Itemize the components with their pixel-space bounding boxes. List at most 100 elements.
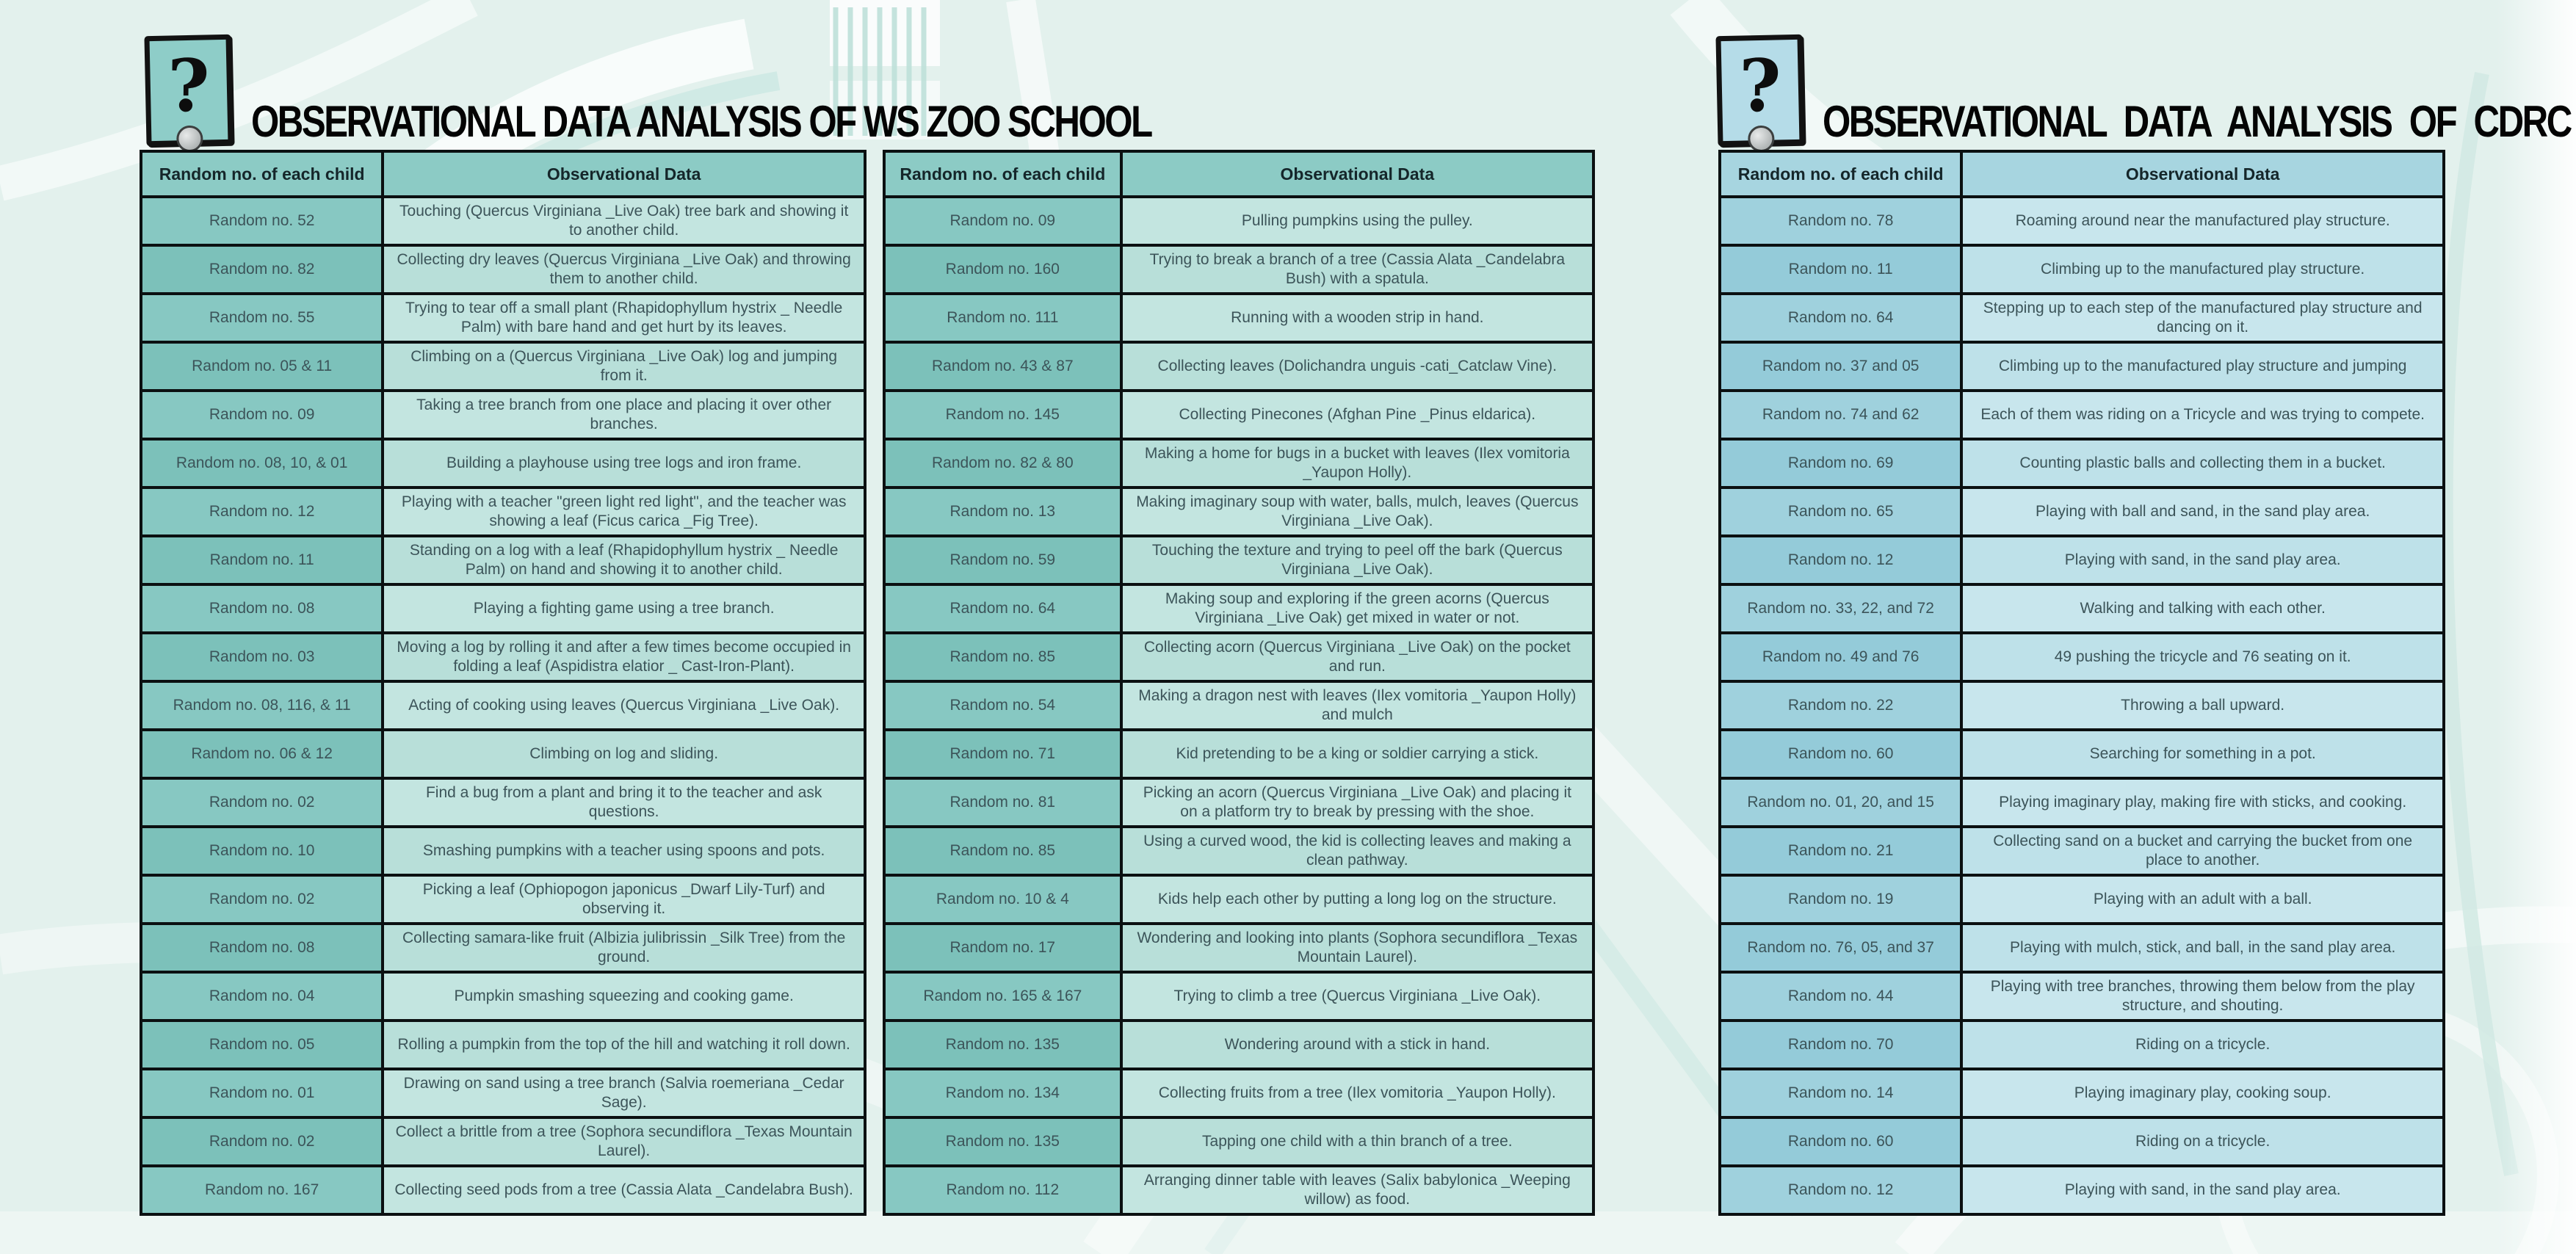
random-no-header: Random no. of each child [883, 150, 1123, 198]
observation-cell: Trying to climb a tree (Quercus Virginia… [1119, 971, 1596, 1022]
observation-cell: Stepping up to each step of the manufact… [1960, 292, 2445, 344]
observation-cell: Kids help each other by putting a long l… [1119, 874, 1596, 925]
random-no-cell: Random no. 76, 05, and 37 [1718, 922, 1964, 974]
table-row: Random no. 78 Roaming around near the man… [1718, 195, 2445, 247]
random-no-cell: Random no. 04 [139, 971, 385, 1022]
random-no-cell: Random no. 02 [139, 874, 385, 925]
observation-cell: Find a bug from a plant and bring it to … [381, 777, 866, 828]
random-no-cell: Random no. 01 [139, 1068, 385, 1119]
observation-cell: Collecting fruits from a tree (Ilex vomi… [1119, 1068, 1596, 1119]
question-mark-icon: ? [1715, 34, 1805, 153]
random-no-cell: Random no. 11 [1718, 244, 1964, 295]
table-row: Random no. 02 Collect a brittle from a tr… [139, 1116, 866, 1167]
observation-cell: Playing with a teacher "green light red … [381, 486, 866, 537]
random-no-cell: Random no. 135 [883, 1116, 1123, 1167]
table-row: Random no. 06 & 12 Climbing on log and sl… [139, 728, 866, 780]
random-no-cell: Random no. 160 [883, 244, 1123, 295]
observation-cell: Touching (Quercus Virginiana _Live Oak) … [381, 195, 866, 247]
table-row: Random no. 69 Counting plastic balls and … [1718, 438, 2445, 489]
random-no-cell: Random no. 10 [139, 825, 385, 877]
random-no-cell: Random no. 11 [139, 534, 385, 586]
table-header-row: Random no. of each child Observational Da… [139, 150, 866, 198]
random-no-cell: Random no. 64 [1718, 292, 1964, 344]
table-row: Random no. 111 Running with a wooden stri… [883, 292, 1596, 344]
table-row: Random no. 52 Touching (Quercus Virginian… [139, 195, 866, 247]
table-row: Random no. 12 Playing with sand, in the s… [1718, 1164, 2445, 1216]
table-row: Random no. 60 Riding on a tricycle. [1718, 1116, 2445, 1167]
observation-cell: Roaming around near the manufactured pla… [1960, 195, 2445, 247]
random-no-cell: Random no. 19 [1718, 874, 1964, 925]
table-row: Random no. 135 Wondering around with a st… [883, 1019, 1596, 1070]
question-mark-icon: ? [144, 34, 234, 153]
random-no-cell: Random no. 21 [1718, 825, 1964, 877]
observation-cell: Picking an acorn (Quercus Virginiana _Li… [1119, 777, 1596, 828]
table-row: Random no. 85 Using a curved wood, the ki… [883, 825, 1596, 877]
observation-cell: Pulling pumpkins using the pulley. [1119, 195, 1596, 247]
random-no-cell: Random no. 10 & 4 [883, 874, 1123, 925]
observation-cell: Collecting seed pods from a tree (Cassia… [381, 1164, 866, 1216]
random-no-cell: Random no. 167 [139, 1164, 385, 1216]
table-row: Random no. 70 Riding on a tricycle. [1718, 1019, 2445, 1070]
observation-cell: Collecting dry leaves (Quercus Virginian… [381, 244, 866, 295]
table-row: Random no. 10 Smashing pumpkins with a te… [139, 825, 866, 877]
random-no-cell: Random no. 13 [883, 486, 1123, 537]
table-header-row: Random no. of each child Observational Da… [1718, 150, 2445, 198]
table-row: Random no. 145 Collecting Pinecones (Afgh… [883, 389, 1596, 441]
pin-icon [176, 125, 203, 153]
random-no-cell: Random no. 08, 10, & 01 [139, 438, 385, 489]
observation-cell: Collecting leaves (Dolichandra unguis -c… [1119, 341, 1596, 392]
random-no-cell: Random no. 22 [1718, 680, 1964, 731]
random-no-cell: Random no. 09 [139, 389, 385, 441]
pin-icon [1748, 125, 1775, 153]
random-no-cell: Random no. 82 & 80 [883, 438, 1123, 489]
observation-cell: Pumpkin smashing squeezing and cooking g… [381, 971, 866, 1022]
observation-cell: Trying to tear off a small plant (Rhapid… [381, 292, 866, 344]
random-no-cell: Random no. 134 [883, 1068, 1123, 1119]
random-no-cell: Random no. 81 [883, 777, 1123, 828]
random-no-cell: Random no. 111 [883, 292, 1123, 344]
table-row: Random no. 08, 116, & 11 Acting of cookin… [139, 680, 866, 731]
table-row: Random no. 05 Rolling a pumpkin from the … [139, 1019, 866, 1070]
random-no-cell: Random no. 49 and 76 [1718, 631, 1964, 683]
observation-cell: Collecting sand on a bucket and carrying… [1960, 825, 2445, 877]
random-no-cell: Random no. 64 [883, 583, 1123, 634]
observation-cell: Climbing up to the manufactured play str… [1960, 244, 2445, 295]
table-row: Random no. 71 Kid pretending to be a king… [883, 728, 1596, 780]
random-no-cell: Random no. 52 [139, 195, 385, 247]
observational-data-header: Observational Data [381, 150, 866, 198]
table-row: Random no. 165 & 167 Trying to climb a tr… [883, 971, 1596, 1022]
table-row: Random no. 54 Making a dragon nest with l… [883, 680, 1596, 731]
random-no-cell: Random no. 37 and 05 [1718, 341, 1964, 392]
random-no-cell: Random no. 43 & 87 [883, 341, 1123, 392]
observation-cell: Playing with sand, in the sand play area… [1960, 1164, 2445, 1216]
random-no-cell: Random no. 08 [139, 922, 385, 974]
table-row: Random no. 76, 05, and 37 Playing with mu… [1718, 922, 2445, 974]
random-no-header: Random no. of each child [139, 150, 385, 198]
table-row: Random no. 33, 22, and 72 Walking and tal… [1718, 583, 2445, 634]
observation-cell: Taking a tree branch from one place and … [381, 389, 866, 441]
cdrc-observation-table: Random no. of each child Observational Da… [1718, 150, 2445, 1216]
observation-cell: Wondering and looking into plants (Sopho… [1119, 922, 1596, 974]
observation-cell: 49 pushing the tricycle and 76 seating o… [1960, 631, 2445, 683]
observation-cell: Wondering around with a stick in hand. [1119, 1019, 1596, 1070]
section-title-cdrc: OBSERVATIONAL DATA ANALYSIS OF CDRC [1823, 97, 2572, 146]
table-row: Random no. 01 Drawing on sand using a tre… [139, 1068, 866, 1119]
observation-cell: Riding on a tricycle. [1960, 1019, 2445, 1070]
table-row: Random no. 10 & 4 Kids help each other by… [883, 874, 1596, 925]
table-row: Random no. 17 Wondering and looking into … [883, 922, 1596, 974]
observation-cell: Arranging dinner table with leaves (Sali… [1119, 1164, 1596, 1216]
random-no-cell: Random no. 05 [139, 1019, 385, 1070]
random-no-cell: Random no. 05 & 11 [139, 341, 385, 392]
observational-data-header: Observational Data [1119, 150, 1596, 198]
observation-cell: Collecting acorn (Quercus Virginiana _Li… [1119, 631, 1596, 683]
table-row: Random no. 08, 10, & 01 Building a playho… [139, 438, 866, 489]
random-no-cell: Random no. 01, 20, and 15 [1718, 777, 1964, 828]
random-no-cell: Random no. 02 [139, 777, 385, 828]
random-no-cell: Random no. 85 [883, 631, 1123, 683]
random-no-header: Random no. of each child [1718, 150, 1964, 198]
random-no-cell: Random no. 70 [1718, 1019, 1964, 1070]
table-row: Random no. 13 Making imaginary soup with … [883, 486, 1596, 537]
random-no-cell: Random no. 60 [1718, 1116, 1964, 1167]
observation-cell: Playing imaginary play, cooking soup. [1960, 1068, 2445, 1119]
random-no-cell: Random no. 82 [139, 244, 385, 295]
